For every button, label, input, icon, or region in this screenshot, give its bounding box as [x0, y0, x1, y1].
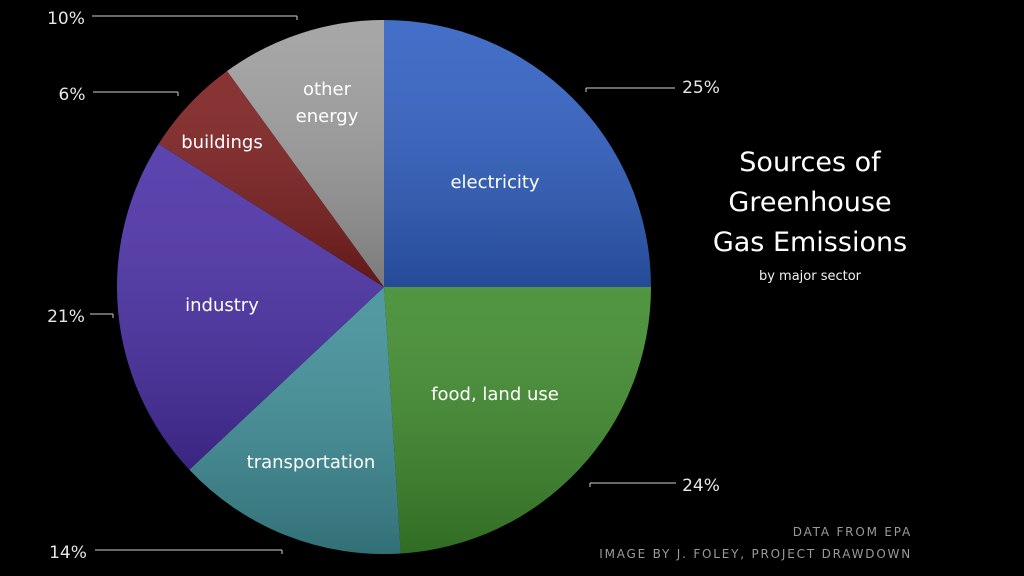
chart-title-line-2: Gas Emissions: [712, 227, 908, 258]
pie-slice-shading-other-energy: [227, 19, 384, 287]
percent-label-food-land-use: 24%: [682, 476, 720, 496]
pie-slice-shading-food-land-use: [384, 287, 651, 554]
credits: DATA FROM EPA IMAGE BY J. FOLEY, PROJECT…: [599, 521, 912, 565]
slice-label-transportation: transportation: [247, 452, 376, 473]
percent-label-industry: 21%: [47, 307, 85, 327]
chart-subtitle: by major sector: [758, 269, 862, 284]
percent-label-other-energy: 10%: [47, 9, 85, 29]
slice-label-other-energy: other energy: [296, 79, 359, 127]
pie-slice-shading-buildings: [158, 70, 384, 288]
percent-label-transportation: 14%: [49, 543, 87, 563]
credit-data-source: DATA FROM EPA: [792, 525, 912, 539]
slice-label-buildings: buildings: [181, 132, 262, 153]
percent-label-buildings: 6%: [59, 85, 86, 105]
slice-label-electricity: electricity: [450, 172, 539, 193]
pie-slice-shading-industry: [116, 143, 385, 470]
pie-slice-shading-electricity: [384, 20, 651, 287]
slice-label-food-land-use: food, land use: [431, 384, 559, 405]
chart-title-line-1: Sources of Greenhouse: [728, 147, 892, 218]
credit-image-author: IMAGE BY J. FOLEY, PROJECT DRAWDOWN: [599, 547, 912, 561]
chart-title-block: Sources of Greenhouse Gas Emissions by m…: [665, 143, 955, 284]
percent-label-electricity: 25%: [682, 78, 720, 98]
slice-label-industry: industry: [185, 295, 259, 316]
pie-slice-shading-transportation: [189, 287, 401, 554]
